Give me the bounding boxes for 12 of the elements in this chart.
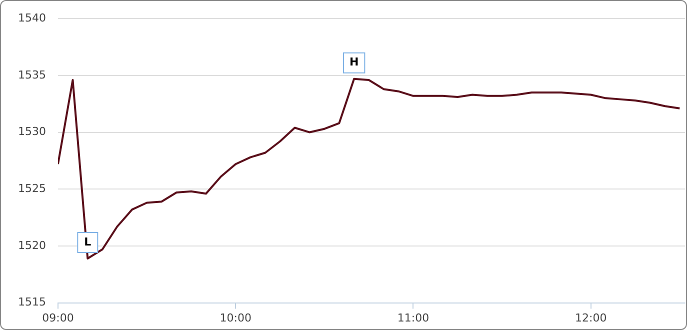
annotation: H — [349, 56, 359, 69]
y-tick-label: 1515 — [18, 296, 46, 309]
y-tick-label: 1530 — [18, 125, 46, 138]
x-tick-label: 09:00 — [42, 311, 74, 324]
y-tick-label: 1525 — [18, 182, 46, 195]
y-tick-label: 1540 — [18, 11, 46, 24]
y-tick-label: 1520 — [18, 238, 46, 252]
x-tick-label: 10:00 — [220, 311, 252, 324]
x-tick-label: 12:00 — [575, 311, 607, 324]
y-tick-label: 1535 — [18, 68, 46, 82]
annotation: L — [84, 235, 92, 248]
x-tick-label: 11:00 — [397, 311, 430, 324]
